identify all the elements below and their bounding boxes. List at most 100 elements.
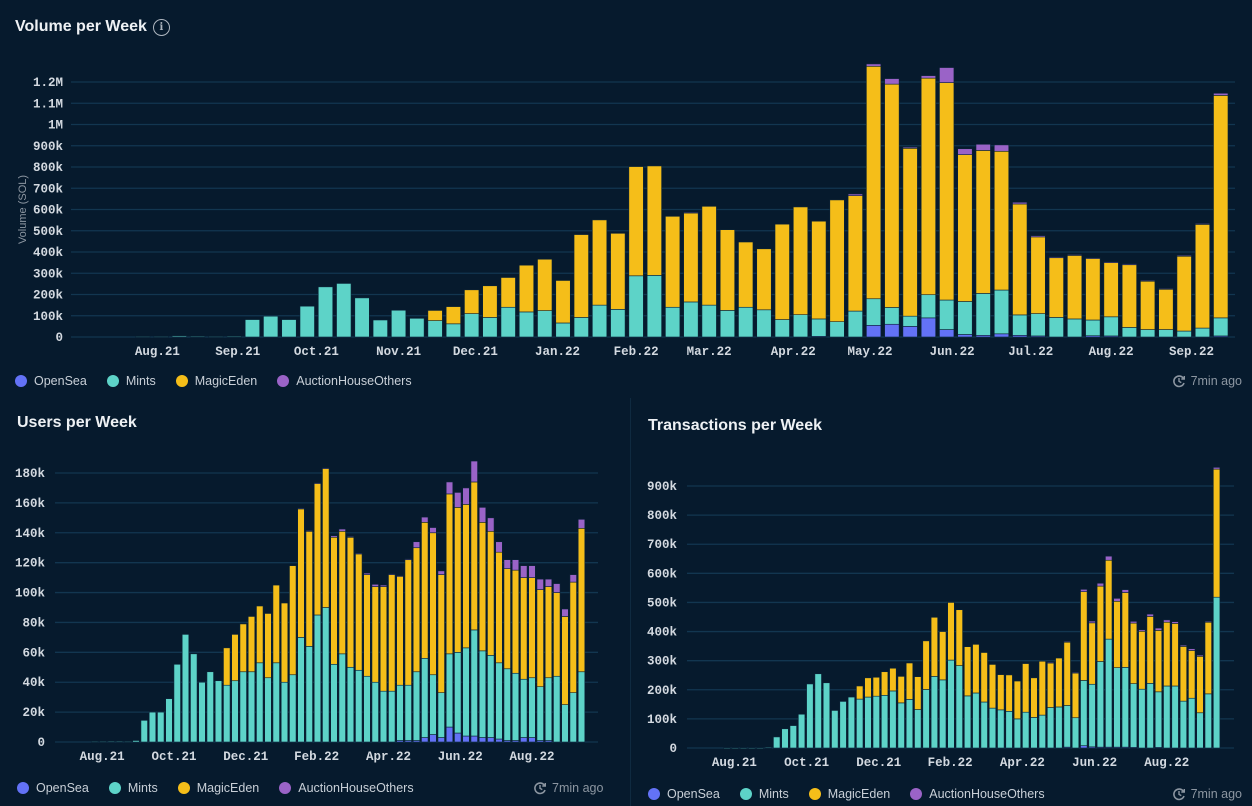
bar-magiceden-week-52[interactable]: [1030, 236, 1046, 314]
bar-mints-week-18[interactable]: [847, 696, 856, 749]
bar-magiceden-week-58[interactable]: [1140, 280, 1156, 330]
bar-auctionhouseothers-week-50[interactable]: [993, 144, 1010, 152]
bar-mints-week-50[interactable]: [1113, 667, 1121, 748]
bar-magiceden-week-61[interactable]: [1204, 621, 1212, 695]
bar-magiceden-week-46[interactable]: [1080, 591, 1088, 681]
bar-auctionhouseothers-week-40[interactable]: [396, 575, 404, 577]
bar-magiceden-week-40[interactable]: [396, 575, 404, 686]
bar-mints-week-5[interactable]: [107, 740, 115, 743]
bar-magiceden-week-51[interactable]: [487, 530, 495, 656]
bar-mints-week-17[interactable]: [206, 671, 214, 743]
bar-magiceden-week-29[interactable]: [305, 530, 313, 647]
bar-opensea-week-45[interactable]: [437, 737, 445, 743]
bar-mints-week-52[interactable]: [1129, 683, 1138, 748]
bar-auctionhouseothers-week-53[interactable]: [1048, 256, 1064, 259]
bar-magiceden-week-56[interactable]: [1103, 262, 1119, 318]
bar-mints-week-50[interactable]: [478, 650, 487, 738]
bar-magiceden-week-59[interactable]: [1188, 650, 1196, 699]
bar-magiceden-week-28[interactable]: [592, 219, 608, 306]
bar-mints-week-60[interactable]: [1176, 330, 1192, 338]
bar-magiceden-week-40[interactable]: [1030, 677, 1038, 718]
info-icon[interactable]: i: [152, 18, 170, 36]
bar-opensea-week-46[interactable]: [1080, 745, 1088, 749]
bar-magiceden-week-24[interactable]: [897, 676, 905, 704]
bar-mints-week-26[interactable]: [555, 322, 571, 338]
bar-magiceden-week-57[interactable]: [1121, 264, 1137, 328]
bar-auctionhouseothers-week-57[interactable]: [1121, 263, 1137, 266]
bar-mints-week-59[interactable]: [1188, 697, 1196, 749]
bar-magiceden-week-43[interactable]: [1055, 657, 1063, 708]
bar-auctionhouseothers-week-47[interactable]: [939, 67, 955, 83]
bar-mints-week-33[interactable]: [683, 301, 699, 338]
bar-mints-week-31[interactable]: [322, 607, 330, 743]
bar-mints-week-3[interactable]: [723, 747, 731, 749]
bar-auctionhouseothers-week-61[interactable]: [1194, 223, 1211, 225]
bar-magiceden-week-54[interactable]: [1146, 616, 1154, 684]
bar-auctionhouseothers-week-52[interactable]: [495, 541, 503, 553]
bar-auctionhouseothers-week-48[interactable]: [1096, 582, 1105, 587]
bar-magiceden-week-46[interactable]: [445, 493, 454, 655]
bar-mints-week-58[interactable]: [1179, 700, 1187, 749]
bar-mints-week-9[interactable]: [244, 319, 260, 338]
bar-mints-week-46[interactable]: [445, 653, 454, 728]
bar-magiceden-week-44[interactable]: [429, 532, 437, 676]
bar-mints-week-58[interactable]: [544, 677, 553, 741]
legend-item-opensea[interactable]: OpenSea: [648, 787, 720, 801]
bar-mints-week-47[interactable]: [939, 299, 955, 330]
bar-magiceden-week-25[interactable]: [905, 662, 914, 700]
bar-mints-week-32[interactable]: [963, 695, 972, 749]
bar-mints-week-12[interactable]: [798, 713, 806, 749]
bar-mints-week-49[interactable]: [1105, 638, 1113, 748]
bar-mints-week-12[interactable]: [165, 698, 173, 743]
bar-magiceden-week-39[interactable]: [792, 206, 809, 315]
bar-magiceden-week-59[interactable]: [553, 592, 561, 677]
bar-auctionhouseothers-week-57[interactable]: [1171, 621, 1179, 624]
bar-magiceden-week-39[interactable]: [388, 574, 396, 692]
bar-mints-week-20[interactable]: [864, 696, 872, 749]
bar-mints-week-10[interactable]: [148, 711, 157, 743]
legend-item-opensea[interactable]: OpenSea: [15, 374, 87, 388]
bar-magiceden-week-33[interactable]: [683, 212, 699, 303]
bar-auctionhouseothers-week-61[interactable]: [1204, 621, 1212, 623]
bar-mints-week-11[interactable]: [789, 725, 797, 749]
bar-auctionhouseothers-week-43[interactable]: [866, 63, 882, 67]
bar-mints-week-42[interactable]: [847, 310, 863, 338]
bar-magiceden-week-22[interactable]: [247, 616, 256, 673]
bar-mints-week-4[interactable]: [731, 747, 739, 749]
bar-mints-week-14[interactable]: [814, 673, 822, 749]
bar-opensea-week-47[interactable]: [939, 329, 955, 338]
bar-auctionhouseothers-week-50[interactable]: [478, 507, 487, 523]
bar-mints-week-61[interactable]: [1204, 693, 1212, 749]
bar-magiceden-week-32[interactable]: [330, 536, 338, 665]
bar-magiceden-week-58[interactable]: [1179, 646, 1187, 702]
bar-magiceden-week-47[interactable]: [454, 507, 462, 653]
bar-auctionhouseothers-week-45[interactable]: [437, 570, 445, 575]
bar-mints-week-4[interactable]: [153, 336, 169, 338]
bar-mints-week-37[interactable]: [371, 681, 379, 743]
bar-auctionhouseothers-week-36[interactable]: [363, 572, 371, 575]
bar-magiceden-week-45[interactable]: [437, 574, 445, 693]
bar-magiceden-week-33[interactable]: [338, 530, 346, 655]
bar-magiceden-week-37[interactable]: [1005, 674, 1013, 712]
bar-opensea-week-45[interactable]: [902, 326, 918, 338]
bar-magiceden-week-20[interactable]: [864, 677, 872, 698]
bar-mints-week-31[interactable]: [646, 275, 662, 338]
bar-mints-week-3[interactable]: [135, 336, 151, 338]
bar-magiceden-week-60[interactable]: [1176, 255, 1192, 332]
bar-auctionhouseothers-week-51[interactable]: [487, 517, 495, 532]
bar-auctionhouseothers-week-56[interactable]: [528, 565, 536, 578]
bar-mints-week-55[interactable]: [520, 678, 528, 738]
bar-magiceden-week-33[interactable]: [972, 644, 980, 694]
bar-mints-week-43[interactable]: [866, 298, 882, 326]
bar-auctionhouseothers-week-60[interactable]: [561, 608, 569, 617]
bar-mints-week-29[interactable]: [939, 679, 947, 749]
bar-magiceden-week-23[interactable]: [500, 277, 516, 308]
bar-opensea-week-49[interactable]: [470, 735, 478, 743]
bar-mints-week-6[interactable]: [748, 747, 756, 749]
bar-magiceden-week-29[interactable]: [939, 631, 947, 681]
bar-auctionhouseothers-week-49[interactable]: [975, 143, 991, 151]
bar-magiceden-week-42[interactable]: [412, 547, 421, 673]
bar-auctionhouseothers-week-57[interactable]: [536, 578, 544, 590]
bar-mints-week-22[interactable]: [881, 695, 889, 749]
bar-mints-week-8[interactable]: [132, 740, 140, 743]
